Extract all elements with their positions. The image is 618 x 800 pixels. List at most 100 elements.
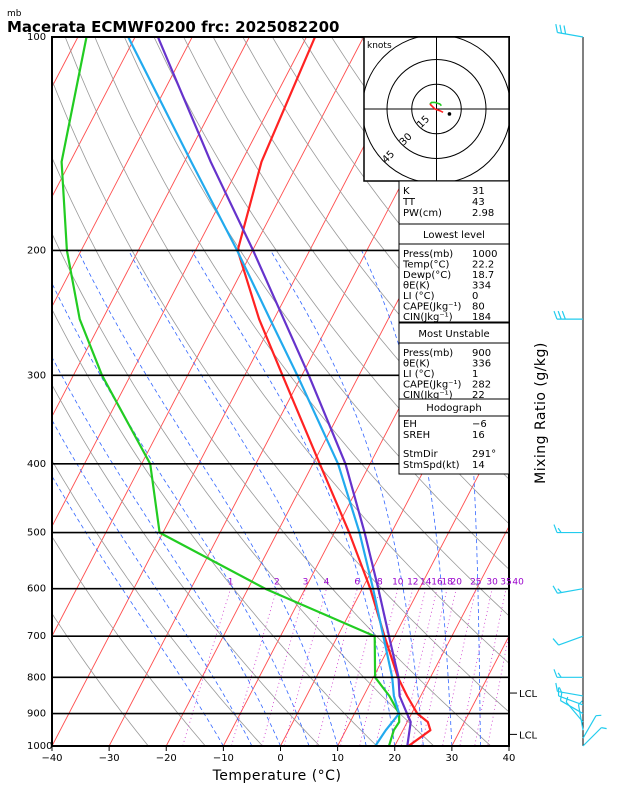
dry-adiabat-line bbox=[64, 37, 509, 664]
wind-barb bbox=[553, 669, 583, 678]
wind-barb-shaft bbox=[582, 715, 597, 739]
index-value: 282 bbox=[472, 380, 491, 391]
index-value: 14 bbox=[472, 460, 485, 471]
index-value: 16 bbox=[472, 430, 485, 441]
wind-barb bbox=[555, 23, 584, 38]
index-label: Press(mb) bbox=[403, 348, 453, 359]
y-axis-right-title: Mixing Ratio (g/kg) bbox=[533, 342, 549, 484]
index-value: 336 bbox=[472, 359, 491, 370]
dry-adiabat-line bbox=[52, 612, 149, 746]
moist-adiabat-line bbox=[77, 250, 338, 746]
mixing-ratio-line bbox=[283, 588, 327, 746]
mixing-ratio-label: 3 bbox=[303, 578, 309, 588]
index-label: LI (°C) bbox=[403, 369, 435, 380]
wind-barb bbox=[557, 687, 584, 706]
pressure-tick-label: 500 bbox=[27, 528, 46, 539]
wind-barb-shaft bbox=[558, 635, 584, 646]
x-axis-title: Temperature (°C) bbox=[212, 768, 342, 784]
index-value: 0 bbox=[472, 291, 478, 302]
index-value: 334 bbox=[472, 281, 491, 292]
pressure-tick-label: 1000 bbox=[27, 741, 52, 752]
wind-barb-feather bbox=[557, 527, 562, 533]
index-value: 22.2 bbox=[472, 260, 494, 271]
wind-barb-shaft bbox=[558, 695, 584, 706]
dry-adiabat-line bbox=[598, 37, 618, 761]
pressure-tick-labels: 100 200 300 400 500 600 700 800 900 1000 bbox=[27, 32, 52, 752]
index-value: 184 bbox=[472, 312, 491, 323]
mixing-ratio-label: 35 bbox=[500, 578, 511, 588]
index-label: TT bbox=[402, 197, 416, 208]
profile-line-3 bbox=[127, 37, 401, 746]
pressure-tick-label: 200 bbox=[27, 245, 46, 256]
wind-barb-shaft bbox=[582, 727, 602, 747]
index-label: SREH bbox=[403, 430, 430, 441]
hodograph-trace-high bbox=[429, 103, 444, 114]
wind-barbs bbox=[552, 23, 607, 747]
pressure-tick-label: 900 bbox=[27, 709, 46, 720]
mixing-ratio-label: 6 bbox=[354, 578, 360, 588]
pressure-tick-label: 300 bbox=[27, 370, 46, 381]
mixing-ratio-label: 20 bbox=[450, 578, 462, 588]
temperature-tick-label: 20 bbox=[388, 753, 401, 764]
wind-barb-feather bbox=[552, 638, 560, 646]
index-value: 43 bbox=[472, 197, 485, 208]
wind-barb-shaft bbox=[577, 704, 584, 731]
index-label: StmDir bbox=[403, 449, 438, 460]
moist-adiabat-line bbox=[52, 356, 281, 746]
mixing-ratio-line bbox=[459, 588, 493, 746]
mixing-ratio-line bbox=[400, 588, 438, 746]
mixing-ratio-line bbox=[375, 588, 414, 746]
wind-barb-feather bbox=[553, 669, 558, 678]
isotherm-line bbox=[508, 745, 509, 746]
dry-adiabat-line bbox=[508, 37, 509, 38]
dry-adiabat-line bbox=[52, 459, 264, 746]
index-value: 31 bbox=[472, 186, 485, 197]
pressure-tick-label: 100 bbox=[27, 32, 46, 43]
dry-adiabat-line bbox=[183, 37, 509, 480]
temperature-tick-label: 40 bbox=[503, 753, 516, 764]
temperature-tick-label: 0 bbox=[277, 753, 283, 764]
wind-barb bbox=[552, 635, 584, 646]
index-value: 80 bbox=[472, 302, 485, 313]
pressure-tick-label: 800 bbox=[27, 672, 46, 683]
most-unstable-box bbox=[398, 322, 510, 400]
index-label: CIN(Jkg⁻¹) bbox=[403, 390, 453, 401]
index-value: −6 bbox=[472, 419, 487, 430]
temperature-tick-labels: −40 −30 −20 −10 0 10 20 30 40 bbox=[41, 746, 515, 764]
pressure-unit-label: mb bbox=[7, 9, 22, 19]
index-value: 2.98 bbox=[472, 208, 494, 219]
moist-adiabat-line bbox=[52, 282, 310, 746]
index-label: Dewp(°C) bbox=[403, 270, 451, 281]
dry-adiabat-line bbox=[52, 156, 492, 746]
wind-barb-feather bbox=[553, 524, 558, 533]
wind-barb bbox=[577, 700, 584, 731]
isotherm-line bbox=[52, 37, 307, 528]
dry-adiabat-line bbox=[153, 37, 509, 525]
temperature-tick-label: 30 bbox=[446, 753, 459, 764]
hodograph-unit-label: knots bbox=[367, 41, 392, 51]
index-label: CAPE(Jkg⁻¹) bbox=[403, 380, 461, 391]
wind-barb bbox=[553, 524, 583, 534]
index-value: 1 bbox=[472, 369, 478, 380]
mixing-ratio-label: 16 bbox=[431, 578, 443, 588]
isotherm-line bbox=[52, 37, 193, 308]
wind-barb-feather bbox=[555, 23, 558, 33]
hodograph-ring bbox=[411, 83, 462, 135]
mixing-ratio-label: 14 bbox=[420, 578, 432, 588]
dry-adiabat-line bbox=[124, 37, 509, 570]
wind-barb-feather bbox=[563, 25, 567, 35]
moist-adiabat-line bbox=[52, 475, 224, 746]
wind-barb-shaft bbox=[557, 690, 584, 697]
wind-barb-feather bbox=[561, 310, 566, 320]
lowest-level-box bbox=[398, 223, 510, 323]
wind-barb-shaft bbox=[557, 588, 584, 594]
dry-adiabat-line bbox=[94, 37, 509, 617]
isotherm-line bbox=[394, 525, 509, 746]
wind-barb bbox=[565, 696, 584, 723]
index-heading: Lowest level bbox=[423, 230, 485, 241]
pressure-tick-label: 600 bbox=[27, 584, 46, 595]
mixing-ratio-label: 4 bbox=[324, 578, 330, 588]
mixing-ratio-line bbox=[340, 588, 381, 746]
